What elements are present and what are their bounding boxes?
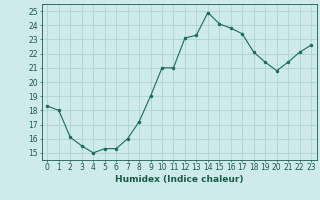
X-axis label: Humidex (Indice chaleur): Humidex (Indice chaleur) (115, 175, 244, 184)
